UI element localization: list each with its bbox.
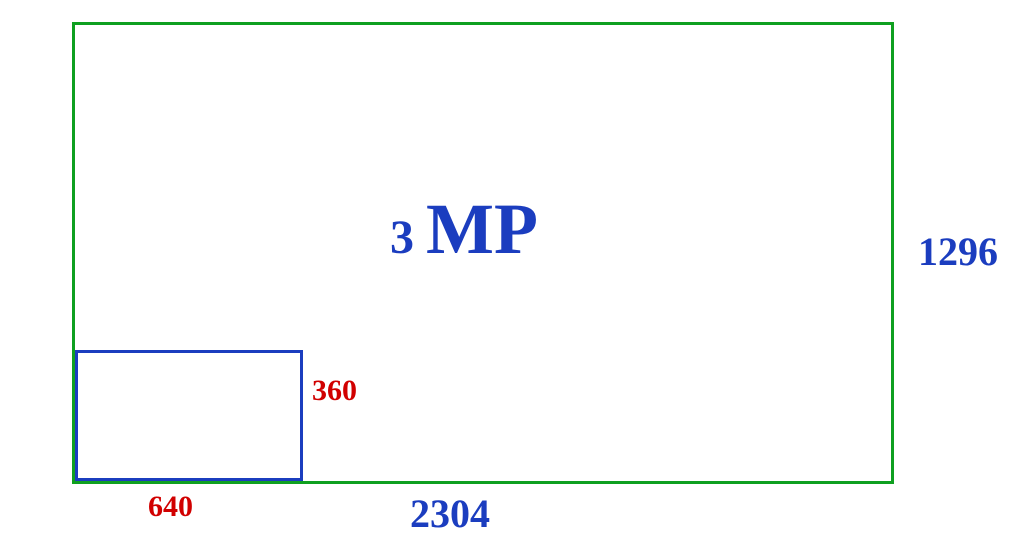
- outer-width-label: 2304: [410, 490, 490, 537]
- inner-height-label: 360: [312, 374, 357, 408]
- center-main: MP: [426, 189, 538, 269]
- inner-width-label: 640: [148, 490, 193, 524]
- outer-height-label: 1296: [918, 228, 998, 275]
- center-prefix: 3: [390, 211, 414, 264]
- inner-rectangle: [75, 350, 303, 481]
- center-resolution-label: 3 MP: [390, 188, 538, 271]
